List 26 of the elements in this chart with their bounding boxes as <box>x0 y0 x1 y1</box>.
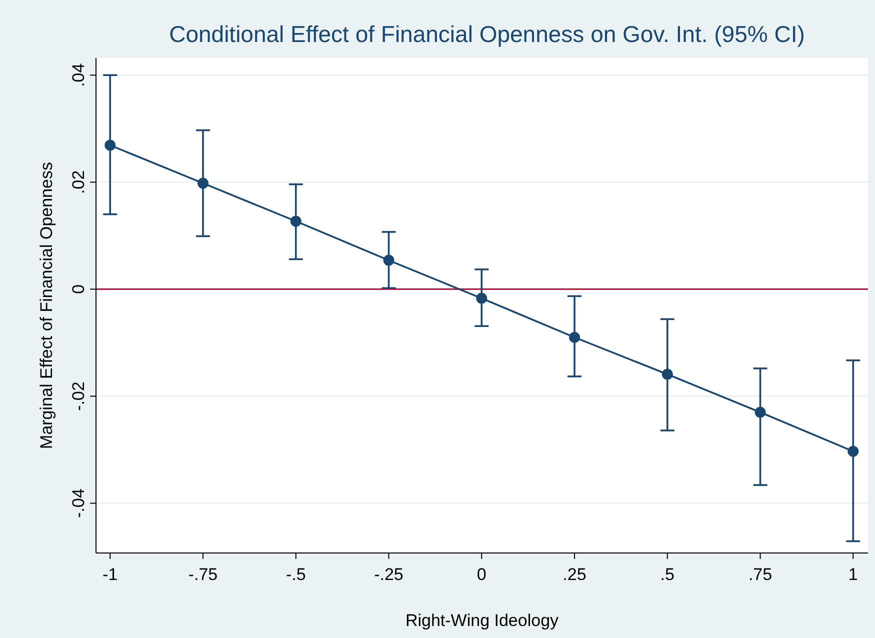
x-tick-label: -.5 <box>286 565 306 584</box>
x-tick-label: -1 <box>102 565 118 584</box>
point <box>383 254 394 266</box>
x-tick-label: .5 <box>660 565 674 584</box>
point <box>848 446 859 457</box>
x-tick-label: 0 <box>476 565 486 584</box>
y-axis-title: Marginal Effect of Financial Openness <box>37 162 56 449</box>
y-tick-label: .02 <box>69 170 88 194</box>
point <box>569 332 580 343</box>
x-tick-label: .75 <box>748 565 772 584</box>
point <box>290 216 302 227</box>
x-tick-label: 1 <box>848 565 858 584</box>
x-tick-label: -.25 <box>374 565 404 584</box>
x-tick-label: -.75 <box>188 565 218 584</box>
point <box>104 140 116 151</box>
point <box>197 178 208 189</box>
point <box>754 406 766 418</box>
y-tick-label: -.02 <box>69 382 88 411</box>
chart-title: Conditional Effect of Financial Openness on Gov. Int. (95% CI) <box>169 21 805 47</box>
x-axis-title: Right-Wing Ideology <box>405 611 560 630</box>
y-tick-label: 0 <box>69 284 88 294</box>
y-tick-label: .04 <box>69 63 88 87</box>
x-tick-label: .25 <box>562 565 586 584</box>
point <box>476 292 488 304</box>
y-tick-label: -.04 <box>69 488 88 518</box>
point <box>662 368 673 380</box>
